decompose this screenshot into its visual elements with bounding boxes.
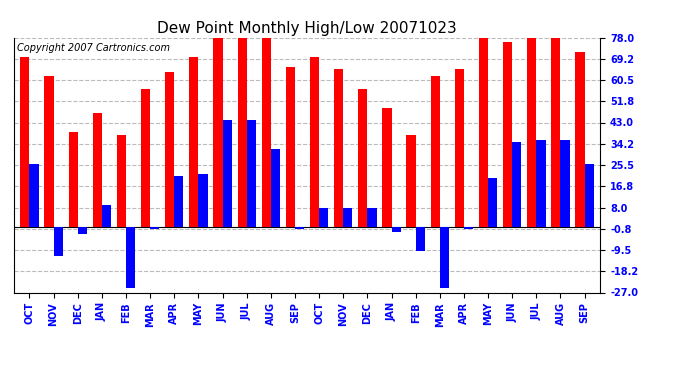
- Bar: [247, 120, 256, 227]
- Bar: [415, 227, 425, 251]
- Text: Copyright 2007 Cartronics.com: Copyright 2007 Cartronics.com: [17, 43, 170, 52]
- Bar: [223, 120, 232, 227]
- Bar: [92, 113, 102, 227]
- Bar: [213, 38, 223, 227]
- Bar: [199, 174, 208, 227]
- Bar: [584, 164, 594, 227]
- Bar: [319, 207, 328, 227]
- Bar: [295, 227, 304, 230]
- Bar: [440, 227, 449, 288]
- Bar: [527, 38, 536, 227]
- Title: Dew Point Monthly High/Low 20071023: Dew Point Monthly High/Low 20071023: [157, 21, 457, 36]
- Bar: [575, 52, 584, 227]
- Bar: [30, 164, 39, 227]
- Bar: [237, 38, 247, 227]
- Bar: [391, 227, 401, 232]
- Bar: [150, 227, 159, 230]
- Bar: [551, 38, 560, 227]
- Bar: [343, 207, 353, 227]
- Bar: [78, 227, 87, 234]
- Bar: [68, 132, 78, 227]
- Bar: [455, 69, 464, 227]
- Bar: [20, 57, 30, 227]
- Bar: [271, 149, 280, 227]
- Bar: [431, 76, 440, 227]
- Bar: [126, 227, 135, 288]
- Bar: [44, 76, 54, 227]
- Bar: [175, 176, 184, 227]
- Bar: [512, 142, 522, 227]
- Bar: [262, 38, 271, 227]
- Bar: [54, 227, 63, 256]
- Bar: [536, 140, 546, 227]
- Bar: [479, 38, 488, 227]
- Bar: [310, 57, 319, 227]
- Bar: [382, 108, 391, 227]
- Bar: [117, 135, 126, 227]
- Bar: [286, 67, 295, 227]
- Bar: [334, 69, 343, 227]
- Bar: [488, 178, 497, 227]
- Bar: [406, 135, 415, 227]
- Bar: [503, 42, 512, 227]
- Bar: [358, 88, 367, 227]
- Bar: [102, 205, 111, 227]
- Bar: [560, 140, 570, 227]
- Bar: [189, 57, 199, 227]
- Bar: [367, 207, 377, 227]
- Bar: [141, 88, 150, 227]
- Bar: [165, 72, 175, 227]
- Bar: [464, 227, 473, 230]
